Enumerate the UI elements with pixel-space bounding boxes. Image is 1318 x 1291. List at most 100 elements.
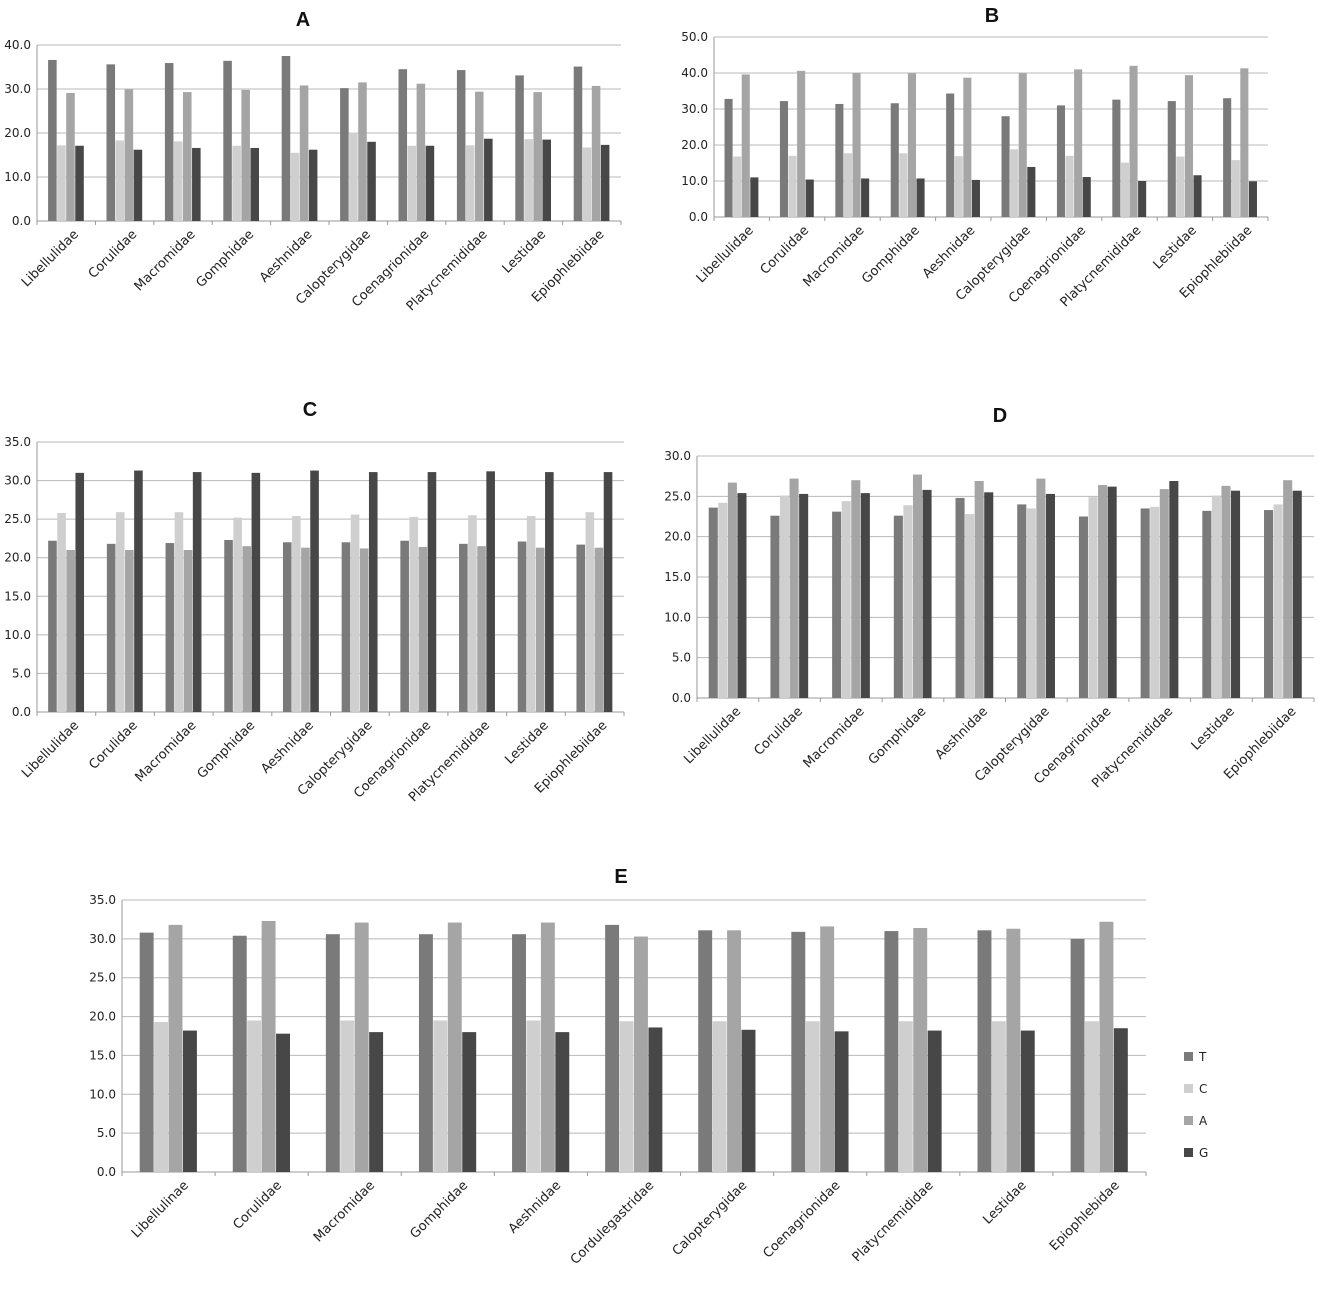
bar-t xyxy=(106,64,116,221)
bar-a xyxy=(741,74,750,217)
y-tick-label: 10.0 xyxy=(89,1087,116,1101)
chart-panel-c: C 0.0 5.0 10.0 15.0 20.0 25.0 30.0 35.0 Libelluli… xyxy=(4,399,625,805)
bar-t xyxy=(418,934,433,1172)
bar-c xyxy=(407,145,417,221)
y-tick-label: 5.0 xyxy=(12,666,31,680)
bar-g xyxy=(250,147,260,221)
x-category-label: Aeshnidae xyxy=(920,223,979,282)
bar-a xyxy=(533,92,542,221)
bar-g xyxy=(799,493,809,698)
bar-g xyxy=(1045,493,1055,698)
x-category-label: Libellulinae xyxy=(129,1178,192,1241)
bar-a xyxy=(299,85,309,221)
bar-c xyxy=(582,147,592,221)
x-category-label: Coenagrionidae xyxy=(760,1178,843,1261)
bar-t xyxy=(340,88,349,222)
legend-label: C xyxy=(1199,1082,1207,1096)
bar-g xyxy=(308,149,318,221)
bar-c xyxy=(1010,149,1019,217)
bar-c xyxy=(350,514,360,712)
y-tick-label: 15.0 xyxy=(89,1048,116,1062)
bar-c xyxy=(779,495,790,698)
chart-title: C xyxy=(303,399,317,421)
bar-t xyxy=(48,59,57,222)
y-tick-label: 10.0 xyxy=(4,170,31,184)
bar-a xyxy=(907,73,916,217)
bar-a xyxy=(852,73,861,217)
y-tick-label: 0.0 xyxy=(12,214,31,228)
y-tick-label: 35.0 xyxy=(89,893,116,907)
y-tick-label: 40.0 xyxy=(681,66,708,80)
bar-c xyxy=(733,156,742,217)
bar-g xyxy=(860,493,870,698)
bar-g xyxy=(1027,166,1036,217)
bar-a xyxy=(1036,478,1046,698)
bar-a xyxy=(358,82,367,222)
bar-t xyxy=(223,60,232,222)
bar-c xyxy=(1026,508,1036,698)
bar-t xyxy=(724,98,733,217)
bar-c xyxy=(991,1021,1006,1172)
bar-t xyxy=(282,542,292,712)
bar-c xyxy=(1150,506,1160,698)
bar-c xyxy=(468,515,477,712)
bar-c xyxy=(115,512,125,712)
bar-t xyxy=(708,507,718,698)
bar-a xyxy=(1129,65,1138,217)
bar-g xyxy=(486,471,495,712)
bar-t xyxy=(398,69,408,221)
bar-g xyxy=(600,144,610,221)
bar-a xyxy=(912,474,923,698)
bar-c xyxy=(585,512,595,712)
bar-t xyxy=(164,63,174,221)
bar-g xyxy=(192,472,202,712)
x-category-label: Platycnemididae xyxy=(850,1178,937,1265)
chart-title: E xyxy=(614,866,627,888)
chart-panel-d: D 0.0 5.0 10.0 15.0 20.0 25.0 30.0 Libellulidae C… xyxy=(664,405,1315,791)
bar-t xyxy=(224,539,233,712)
x-category-label: Gomphidae xyxy=(859,223,923,287)
bar-g xyxy=(741,1029,756,1172)
x-category-label: Aeshnidae xyxy=(258,718,317,777)
y-tick-label: 25.0 xyxy=(89,971,116,985)
bar-g xyxy=(276,1033,290,1172)
chart-panel-a: A 0.0 10.0 20.0 30.0 40.0 Libellulidae Corulida… xyxy=(4,9,622,314)
bar-a xyxy=(1074,69,1083,218)
bar-t xyxy=(456,70,466,221)
bar-c xyxy=(1231,160,1240,217)
bar-a xyxy=(594,547,604,712)
legend-swatch-t xyxy=(1184,1052,1193,1061)
y-tick-label: 10.0 xyxy=(664,610,691,624)
bar-c xyxy=(1065,155,1074,217)
y-tick-label: 5.0 xyxy=(672,651,691,665)
bar-g xyxy=(484,138,493,221)
bar-a xyxy=(727,930,742,1172)
bar-g xyxy=(805,179,814,217)
bar-g xyxy=(1107,486,1117,698)
bar-t xyxy=(106,543,116,712)
bar-g xyxy=(310,470,319,712)
y-tick-label: 30.0 xyxy=(664,449,691,463)
bar-a xyxy=(1006,928,1021,1172)
bar-t xyxy=(1112,99,1121,217)
bar-g xyxy=(1138,181,1147,217)
x-category-label: Aeshnidae xyxy=(933,704,992,763)
bar-g xyxy=(545,472,554,712)
y-tick-label: 25.0 xyxy=(664,489,691,503)
bar-c xyxy=(526,516,536,712)
bar-a xyxy=(183,92,192,221)
bar-g xyxy=(182,1030,197,1172)
bar-a xyxy=(301,547,310,712)
bar-c xyxy=(57,145,66,221)
bar-g xyxy=(368,472,378,712)
bar-g xyxy=(1082,177,1091,217)
bar-c xyxy=(843,153,852,217)
bar-c xyxy=(232,145,241,221)
bar-a xyxy=(1098,485,1108,698)
bar-a xyxy=(241,89,250,221)
bar-t xyxy=(281,56,291,221)
bar-g xyxy=(984,492,994,698)
x-category-label: Lestidae xyxy=(500,227,549,276)
x-category-label: Aeshnidae xyxy=(257,227,316,286)
